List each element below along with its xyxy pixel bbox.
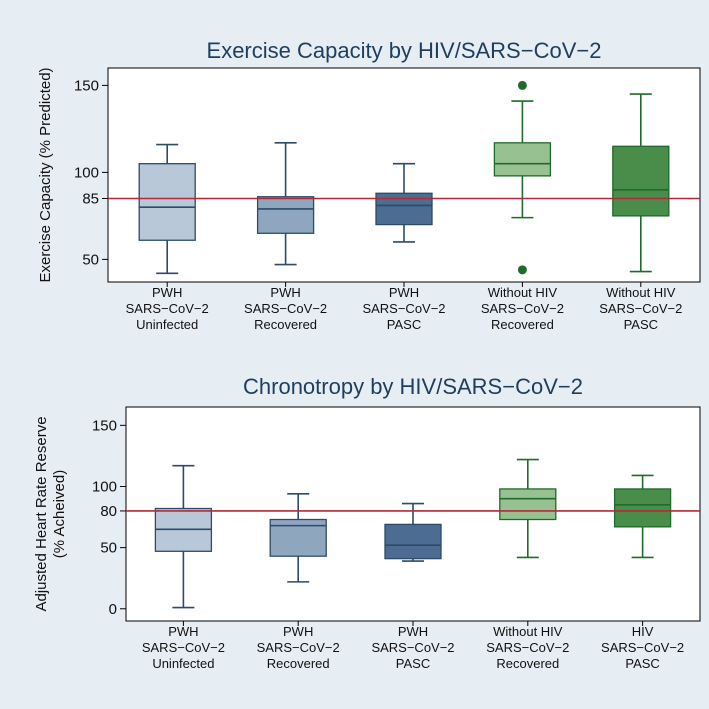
category-label: Without HIV SARS−CoV−2 Recovered: [481, 285, 564, 332]
category-label-line: Without HIV: [488, 285, 558, 300]
category-label-line: Uninfected: [136, 317, 198, 332]
y-axis-label-line: Exercise Capacity (% Predicted): [37, 67, 54, 282]
category-label-line: PWH: [283, 624, 313, 639]
iqr-box: [138, 163, 196, 241]
box-4: [493, 80, 552, 275]
category-label-line: Without HIV: [606, 285, 676, 300]
category-label: PWH SARS−CoV−2 Uninfected: [126, 285, 209, 332]
category-label-line: Without HIV: [493, 624, 563, 639]
category-label: HIV SARS−CoV−2 PASC: [601, 624, 684, 671]
category-label-line: HIV: [632, 624, 654, 639]
category-label-line: SARS−CoV−2: [126, 301, 209, 316]
iqr-box: [613, 488, 672, 528]
y-axis-label: Exercise Capacity (% Predicted): [37, 67, 54, 282]
y-axis-label-line: (% Acheived): [51, 470, 68, 558]
category-label-line: SARS−CoV−2: [486, 640, 569, 655]
category-label: Without HIV SARS−CoV−2 PASC: [599, 285, 682, 332]
category-label-line: PWH: [398, 624, 428, 639]
category-label: PWH SARS−CoV−2 Recovered: [257, 624, 340, 671]
category-label-line: SARS−CoV−2: [481, 301, 564, 316]
category-label-line: PASC: [625, 656, 659, 671]
category-label-line: Recovered: [491, 317, 554, 332]
category-label-line: PASC: [624, 317, 658, 332]
box-4: [499, 458, 557, 559]
y-tick-label: 85: [82, 190, 99, 207]
category-label: PWH SARS−CoV−2 PASC: [362, 285, 445, 332]
y-tick-label: 50: [82, 251, 99, 268]
y-tick-label: 80: [100, 503, 117, 520]
chart-1: Exercise Capacity by HIV/SARS−CoV−2 50 85 1…: [37, 38, 701, 332]
category-label-line: PASC: [396, 656, 430, 671]
box-5: [613, 474, 672, 559]
y-axis-label: Adjusted Heart Rate Reserve(% Acheived): [33, 416, 68, 611]
chart-title: Chronotropy by HIV/SARS−CoV−2: [243, 374, 583, 399]
outlier-point: [517, 265, 527, 275]
category-label-line: Uninfected: [152, 656, 214, 671]
y-tick-label: 150: [92, 417, 117, 434]
category-label-line: SARS−CoV−2: [244, 301, 327, 316]
box-2: [256, 142, 315, 266]
category-label-line: SARS−CoV−2: [599, 301, 682, 316]
box-1: [138, 143, 196, 275]
category-label-line: PWH: [270, 285, 300, 300]
category-label-line: Recovered: [496, 656, 559, 671]
chart-2: Chronotropy by HIV/SARS−CoV−2 0 50 80 100 150…: [33, 374, 701, 671]
y-tick-label: 100: [74, 164, 99, 181]
category-label-line: SARS−CoV−2: [257, 640, 340, 655]
category-label-line: SARS−CoV−2: [142, 640, 225, 655]
category-label-line: PASC: [387, 317, 421, 332]
category-label: PWH SARS−CoV−2 Recovered: [244, 285, 327, 332]
iqr-box: [499, 488, 557, 521]
box-3: [384, 502, 442, 562]
category-label-line: PWH: [389, 285, 419, 300]
y-tick-label: 0: [109, 601, 117, 618]
box-1: [154, 464, 213, 609]
y-tick-label: 50: [100, 540, 117, 557]
iqr-box: [384, 523, 442, 560]
category-label-line: SARS−CoV−2: [371, 640, 454, 655]
iqr-box: [493, 142, 552, 177]
box-2: [269, 493, 327, 583]
y-tick-label: 100: [92, 478, 117, 495]
category-label-line: SARS−CoV−2: [362, 301, 445, 316]
category-label-line: SARS−CoV−2: [601, 640, 684, 655]
y-axis-label-line: Adjusted Heart Rate Reserve: [33, 416, 50, 611]
category-label: PWH SARS−CoV−2 Uninfected: [142, 624, 225, 671]
outlier-point: [517, 80, 527, 90]
category-label-line: PWH: [152, 285, 182, 300]
box-5: [612, 93, 670, 273]
category-label-line: Recovered: [267, 656, 330, 671]
category-label-line: Recovered: [254, 317, 317, 332]
category-label-line: PWH: [168, 624, 198, 639]
y-tick-label: 150: [74, 77, 99, 94]
chart-title: Exercise Capacity by HIV/SARS−CoV−2: [207, 38, 602, 63]
iqr-box: [612, 145, 670, 217]
iqr-box: [256, 196, 315, 234]
category-label: Without HIV SARS−CoV−2 Recovered: [486, 624, 569, 671]
category-label: PWH SARS−CoV−2 PASC: [371, 624, 454, 671]
